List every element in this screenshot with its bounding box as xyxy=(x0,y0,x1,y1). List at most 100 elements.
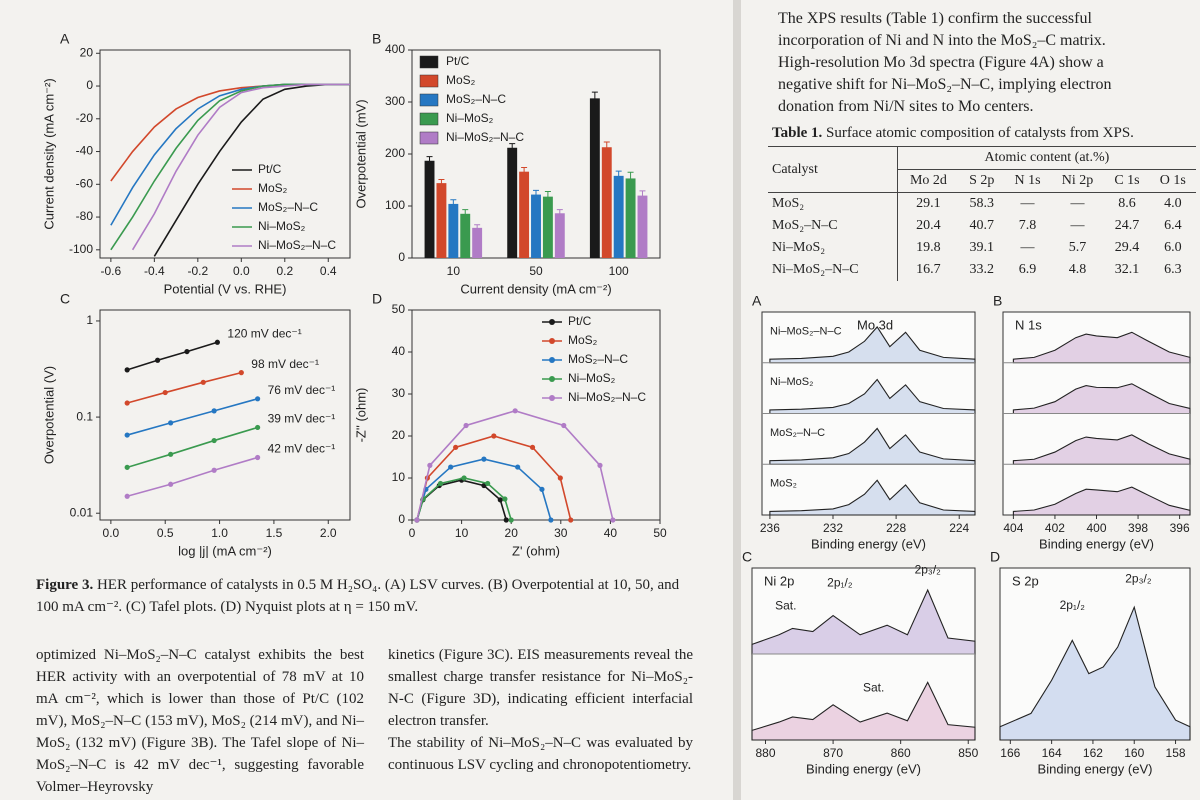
series-line xyxy=(126,456,258,498)
legend-label: Ni–MoS₂ xyxy=(446,111,494,125)
paragraph: optimized Ni–MoS₂–N–C catalyst exhibits … xyxy=(36,647,364,795)
y-tick-label: 0 xyxy=(398,512,405,526)
x-tick-label: 164 xyxy=(1042,746,1062,760)
legend-label: MoS₂–N–C xyxy=(258,200,318,214)
table-cell: 16.7 xyxy=(916,262,941,277)
table-cell: 29.4 xyxy=(1114,240,1140,255)
bar xyxy=(448,203,459,258)
spectrum xyxy=(1012,434,1191,465)
table-cell: 4.0 xyxy=(1164,196,1182,211)
column-header: N 1s xyxy=(1014,173,1041,188)
table-cell: 40.7 xyxy=(969,218,994,233)
data-point xyxy=(485,480,491,487)
panel-letter: B xyxy=(372,31,381,47)
slope-label: 120 mV dec⁻¹ xyxy=(227,326,301,340)
x-tick-label: 158 xyxy=(1166,746,1186,760)
data-point xyxy=(155,357,161,363)
peak-label: 2p₁/₂ xyxy=(827,575,853,589)
x-tick-label: 228 xyxy=(886,521,906,535)
x-tick-label: 0.0 xyxy=(103,526,120,540)
y-tick-label: 30 xyxy=(392,386,406,400)
bar xyxy=(460,213,471,258)
data-point xyxy=(168,451,174,457)
panel-title: N 1s xyxy=(1015,317,1042,332)
legend-marker xyxy=(549,338,555,344)
legend-label: MoS₂–N–C xyxy=(446,92,506,106)
y-tick-label: 0.01 xyxy=(70,505,94,519)
panel-letter: C xyxy=(60,291,70,307)
data-point xyxy=(184,348,190,355)
x-tick-label: 1.5 xyxy=(266,526,283,540)
legend-label: MoS₂ xyxy=(568,333,598,347)
x-tick-label: 1.0 xyxy=(211,526,228,540)
legend-label: Pt/C xyxy=(446,54,470,68)
spectrum xyxy=(751,681,976,741)
table-cell: 8.6 xyxy=(1118,196,1136,211)
error-bar xyxy=(509,143,516,152)
data-point xyxy=(497,497,503,503)
y-tick-label: 300 xyxy=(385,94,405,108)
x-tick-label: 10 xyxy=(455,526,469,540)
y-tick-label: 50 xyxy=(392,302,406,316)
x-axis-label: Binding energy (eV) xyxy=(806,761,921,776)
legend-marker xyxy=(549,357,555,363)
x-tick-label: 50 xyxy=(653,526,667,540)
error-bar xyxy=(533,189,539,199)
x-tick-label: 850 xyxy=(958,746,978,760)
data-point xyxy=(124,400,130,406)
x-tick-label: 160 xyxy=(1124,746,1144,760)
bar xyxy=(601,147,612,258)
bar xyxy=(637,195,648,258)
data-point xyxy=(461,475,467,481)
y-tick-label: 200 xyxy=(385,146,405,160)
x-axis-label: Z' (ohm) xyxy=(512,543,560,558)
data-point xyxy=(508,517,514,523)
x-tick-label: 30 xyxy=(554,526,568,540)
panel-letter: A xyxy=(752,293,762,309)
spectrum xyxy=(769,479,976,516)
y-axis-label: Overpotential (mV) xyxy=(353,99,368,208)
table-cell: Ni–MoS₂ xyxy=(768,237,898,259)
column-header: Ni 2p xyxy=(1061,173,1094,188)
plot-frame xyxy=(411,309,661,521)
table-cell: Ni–MoS₂–N–C xyxy=(768,259,898,281)
x-tick-label: 0 xyxy=(409,526,416,540)
table-cell: 19.8 xyxy=(916,240,941,255)
data-point xyxy=(211,467,217,473)
data-point xyxy=(124,367,130,373)
table-cell: 5.7 xyxy=(1068,240,1087,255)
error-bar xyxy=(438,178,445,187)
x-tick-label: 40 xyxy=(604,526,618,540)
series-line xyxy=(131,83,350,251)
data-point xyxy=(597,462,603,468)
y-tick-label: -40 xyxy=(76,144,94,158)
x-tick-label: 100 xyxy=(609,264,629,278)
table-cell: MoS₂–N–C xyxy=(768,215,898,237)
error-bar xyxy=(603,141,610,153)
x-tick-label: 0.5 xyxy=(157,526,174,540)
column-header: O 1s xyxy=(1159,173,1186,188)
legend-marker xyxy=(549,395,555,401)
table-cell: — xyxy=(1070,196,1085,211)
data-point xyxy=(211,437,217,444)
left-page xyxy=(0,0,733,800)
legend-label: MoS₂ xyxy=(446,73,476,87)
legend-label: Ni–MoS₂–N–C xyxy=(568,390,646,404)
x-tick-label: 2.0 xyxy=(320,526,337,540)
table-cell: — xyxy=(1020,240,1035,255)
table-cell: 6.9 xyxy=(1018,262,1037,277)
legend-label: Ni–MoS₂ xyxy=(568,371,616,385)
y-tick-label: 20 xyxy=(392,428,406,442)
bar xyxy=(531,194,541,258)
x-tick-label: -0.2 xyxy=(187,264,208,278)
panel-letter: B xyxy=(993,293,1002,309)
spectrum xyxy=(1012,486,1191,516)
x-tick-label: 0.0 xyxy=(233,264,250,278)
table-cell: 39.1 xyxy=(969,240,994,255)
y-tick-label: -20 xyxy=(76,111,94,125)
panel-letter: D xyxy=(990,549,1000,565)
table-cell: — xyxy=(1070,218,1085,233)
y-tick-label: 0 xyxy=(86,78,93,92)
header-row: Catalyst Atomic content (at.%) xyxy=(768,146,1196,193)
